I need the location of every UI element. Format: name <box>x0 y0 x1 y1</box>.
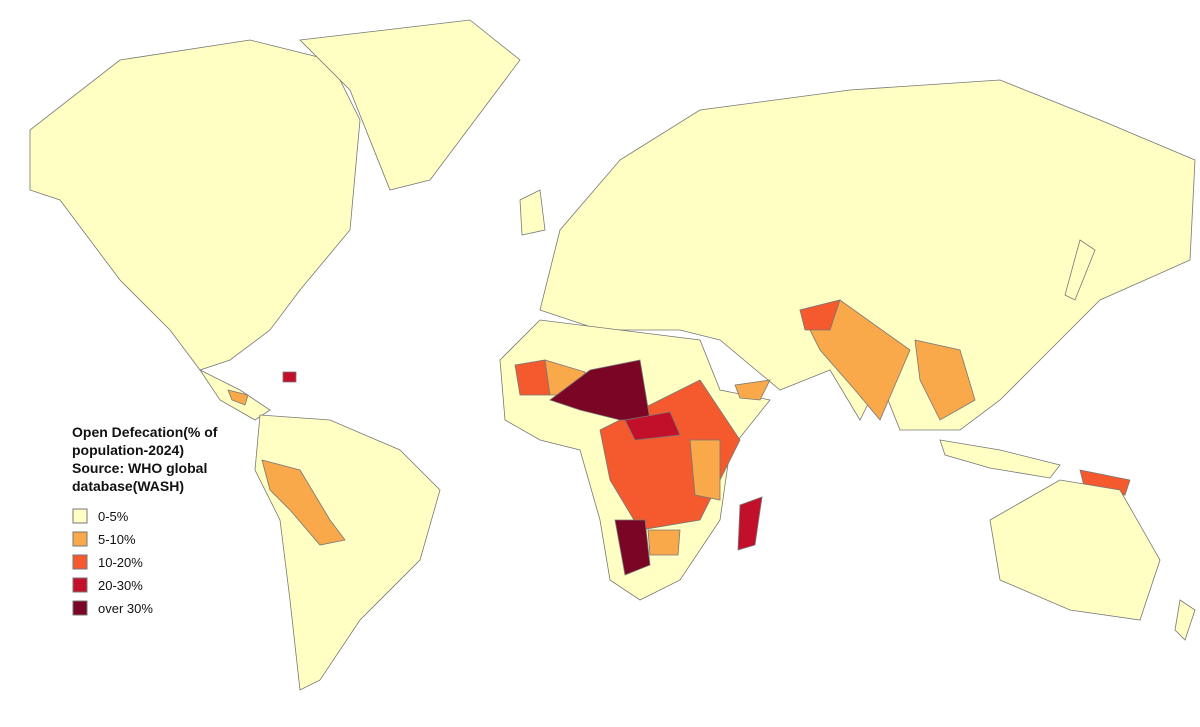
legend-title: Source: WHO global <box>72 460 207 476</box>
legend-title: database(WASH) <box>72 478 184 494</box>
central-america-orange <box>227 389 249 406</box>
north-america <box>29 39 361 371</box>
legend-label: over 30% <box>98 601 153 616</box>
legend: Open Defecation(% of population-2024) Sour… <box>72 424 218 616</box>
legend-label: 5-10% <box>98 532 136 547</box>
legend-label: 0-5% <box>98 509 129 524</box>
eurasia <box>539 79 1196 431</box>
legend-swatch <box>72 577 88 593</box>
indonesia <box>939 439 1061 479</box>
botswana <box>647 529 681 556</box>
new-zealand <box>1174 599 1196 641</box>
horn-orange <box>734 379 771 401</box>
haiti <box>282 371 297 383</box>
central-red <box>624 411 681 441</box>
east-africa <box>689 439 721 501</box>
japan <box>1064 239 1096 301</box>
namibia <box>614 519 651 576</box>
afghanistan <box>799 299 841 331</box>
legend-label: 10-20% <box>98 555 143 570</box>
legend-swatch <box>72 554 88 570</box>
madagascar <box>737 496 763 551</box>
legend-title: Open Defecation(% of <box>72 424 218 440</box>
west-africa <box>514 359 551 396</box>
peru-bolivia <box>261 459 346 546</box>
legend-swatch <box>72 508 88 524</box>
south-america <box>254 414 441 691</box>
legend-swatch <box>72 531 88 547</box>
australia <box>989 479 1161 621</box>
southeast-asia <box>914 339 976 421</box>
legend-label: 20-30% <box>98 578 143 593</box>
uk <box>519 189 546 236</box>
legend-title: population-2024) <box>72 442 184 458</box>
legend-swatch <box>72 600 88 616</box>
greenland <box>299 19 521 191</box>
